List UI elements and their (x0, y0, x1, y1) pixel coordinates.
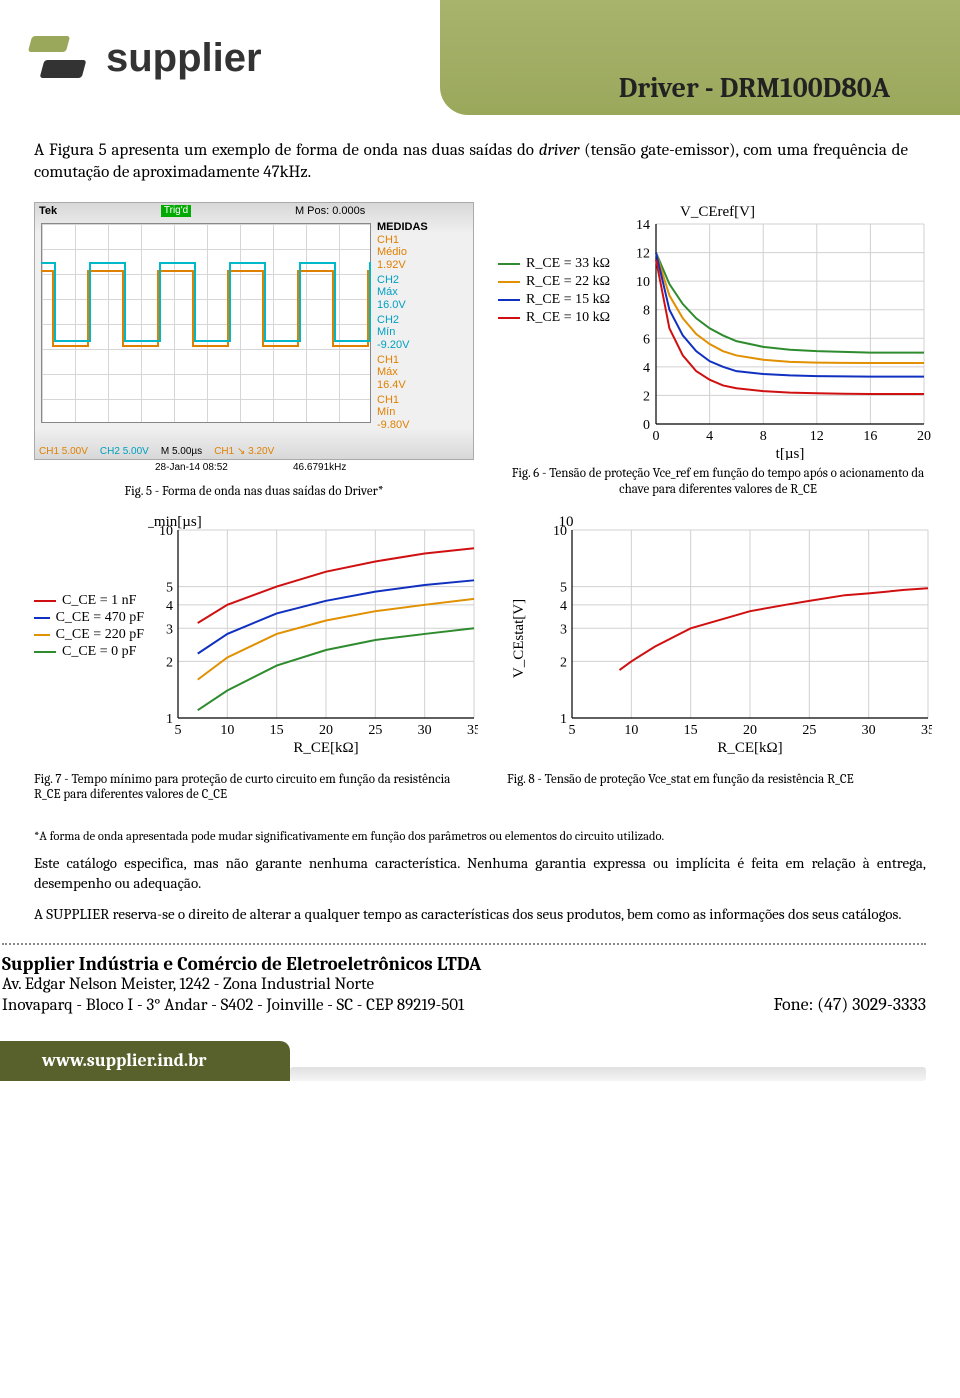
oscope-mpos: M Pos: 0.000s (295, 205, 365, 217)
svg-text:1: 1 (560, 712, 567, 727)
divider (2, 943, 926, 945)
svg-text:5: 5 (175, 723, 182, 738)
svg-text:5: 5 (166, 581, 173, 596)
svg-text:5: 5 (560, 581, 567, 596)
figure-5: Tek Trig'd M Pos: 0.000s MEDIDAS CH1Médi… (34, 202, 474, 500)
figure-7: C_CE = 1 nFC_CE = 470 pFC_CE = 220 pFC_C… (34, 514, 478, 762)
company-name: Supplier Indústria e Comércio de Eletroe… (2, 953, 926, 975)
intro-driver-word: driver (539, 141, 580, 160)
oscope-trigd: Trig'd (161, 205, 191, 217)
oscilloscope-screenshot: Tek Trig'd M Pos: 0.000s MEDIDAS CH1Médi… (34, 202, 474, 460)
svg-text:15: 15 (684, 723, 698, 738)
svg-text:15: 15 (270, 723, 284, 738)
svg-text:2: 2 (166, 656, 173, 671)
svg-text:16: 16 (863, 429, 877, 444)
svg-text:10: 10 (559, 514, 574, 530)
svg-text:8: 8 (643, 304, 650, 319)
svg-text:2: 2 (560, 656, 567, 671)
document-title: Driver - DRM100D80A (619, 72, 890, 104)
footer-url: www.supplier.ind.br (0, 1041, 290, 1081)
fig6-caption: Fig. 6 - Tensão de proteção Vce_ref em f… (498, 466, 938, 499)
oscope-ch1-scale: CH1 5.00V (39, 446, 88, 457)
svg-text:R_CE[kΩ]: R_CE[kΩ] (717, 740, 782, 756)
fig7-legend: C_CE = 1 nFC_CE = 470 pFC_CE = 220 pFC_C… (34, 592, 144, 762)
svg-text:10: 10 (636, 275, 650, 290)
oscope-freq: 46.6791kHz (293, 462, 346, 473)
oscope-bottom-bar: CH1 5.00V CH2 5.00V M 5.00µs CH1 ↘ 3.20V (39, 446, 469, 457)
brand-logo: supplier (30, 30, 262, 86)
fig6-legend: R_CE = 33 kΩR_CE = 22 kΩR_CE = 15 kΩR_CE… (498, 254, 618, 460)
svg-text:30: 30 (862, 723, 876, 738)
svg-text:4: 4 (706, 429, 713, 444)
svg-text:4: 4 (166, 599, 173, 614)
svg-text:14: 14 (636, 218, 650, 233)
oscope-ch2-scale: CH2 5.00V (100, 446, 149, 457)
svg-text:6: 6 (643, 332, 650, 347)
svg-text:0: 0 (643, 418, 650, 433)
oscope-measurements: MEDIDAS CH1Médio1.92VCH2Máx16.0VCH2Mín-9… (377, 221, 469, 433)
svg-text:12: 12 (810, 429, 824, 444)
company-block: Supplier Indústria e Comércio de Eletroe… (0, 953, 960, 1019)
brand-name: supplier (106, 36, 262, 81)
svg-text:20: 20 (743, 723, 757, 738)
legal-paragraph-1: Este catálogo especifica, mas não garant… (0, 850, 960, 901)
company-addr1: Av. Edgar Nelson Meister, 1242 - Zona In… (2, 975, 926, 994)
oscope-tek: Tek (39, 205, 57, 217)
svg-text:10: 10 (624, 723, 638, 738)
svg-text:20: 20 (917, 429, 931, 444)
svg-text:35: 35 (467, 723, 478, 738)
figure-6: R_CE = 33 kΩR_CE = 22 kΩR_CE = 15 kΩR_CE… (498, 202, 938, 499)
svg-text:25: 25 (802, 723, 816, 738)
svg-text:5: 5 (569, 723, 576, 738)
svg-text:1: 1 (166, 712, 173, 727)
oscope-meas-header: MEDIDAS (377, 221, 469, 234)
fig5-caption: Fig. 5 - Forma de onda nas duas saídas d… (34, 484, 474, 500)
svg-text:3: 3 (166, 623, 173, 638)
oscope-traces (41, 223, 371, 423)
fig6-chart: 0 4 8 12 16 20 0 2 4 6 8 10 12 14 V_CEref[V] t[µs] (622, 202, 932, 460)
fig8-ylabel: V_CEstat[V] (512, 599, 529, 678)
svg-text:30: 30 (418, 723, 432, 738)
svg-text:20: 20 (319, 723, 333, 738)
footer: www.supplier.ind.br (0, 1037, 960, 1081)
figure-8: V_CEstat[V] 5 10 15 20 25 30 35 1 2 3 4 5 10 R_CE[kΩ]… (502, 514, 932, 762)
company-phone: Fone: (47) 3029-3333 (774, 994, 926, 1015)
header: Driver - DRM100D80A supplier (0, 0, 960, 130)
svg-text:0: 0 (653, 429, 660, 444)
svg-text:t[µs]: t[µs] (776, 446, 805, 460)
svg-text:3: 3 (560, 623, 567, 638)
fig7-chart: 51015202530351234510R_CE[kΩ]t_min[µs] (148, 514, 478, 762)
svg-text:25: 25 (368, 723, 382, 738)
svg-text:2: 2 (643, 390, 650, 405)
svg-text:12: 12 (636, 247, 650, 262)
logo-icon (30, 30, 94, 86)
svg-text:8: 8 (760, 429, 767, 444)
svg-text:35: 35 (921, 723, 932, 738)
legal-paragraph-2: A SUPPLIER reserva-se o direito de alter… (0, 901, 960, 933)
svg-text:4: 4 (560, 599, 567, 614)
oscope-date: 28-Jan-14 08:52 (155, 462, 228, 473)
intro-text-pre: A Figura 5 apresenta um exemplo de forma… (34, 141, 539, 160)
company-addr2: Inovaparq - Bloco I - 3° Andar - S402 - … (2, 996, 464, 1015)
svg-text:R_CE[kΩ]: R_CE[kΩ] (293, 740, 358, 756)
svg-text:V_CEref[V]: V_CEref[V] (680, 204, 755, 220)
oscope-trig: CH1 ↘ 3.20V (214, 446, 274, 457)
svg-text:t_min[µs]: t_min[µs] (148, 514, 202, 530)
intro-paragraph: A Figura 5 apresenta um exemplo de forma… (0, 130, 960, 202)
footnote: *A forma de onda apresentada pode mudar … (0, 802, 960, 850)
fig8-caption: Fig. 8 - Tensão de proteção Vce_stat em … (477, 772, 926, 802)
fig7-caption: Fig. 7 - Tempo mínimo para proteção de c… (34, 772, 453, 802)
oscope-timebase: M 5.00µs (161, 446, 202, 457)
fig8-chart: 51015202530351234510R_CE[kΩ]10 (542, 514, 932, 762)
svg-text:4: 4 (643, 361, 650, 376)
svg-text:10: 10 (220, 723, 234, 738)
